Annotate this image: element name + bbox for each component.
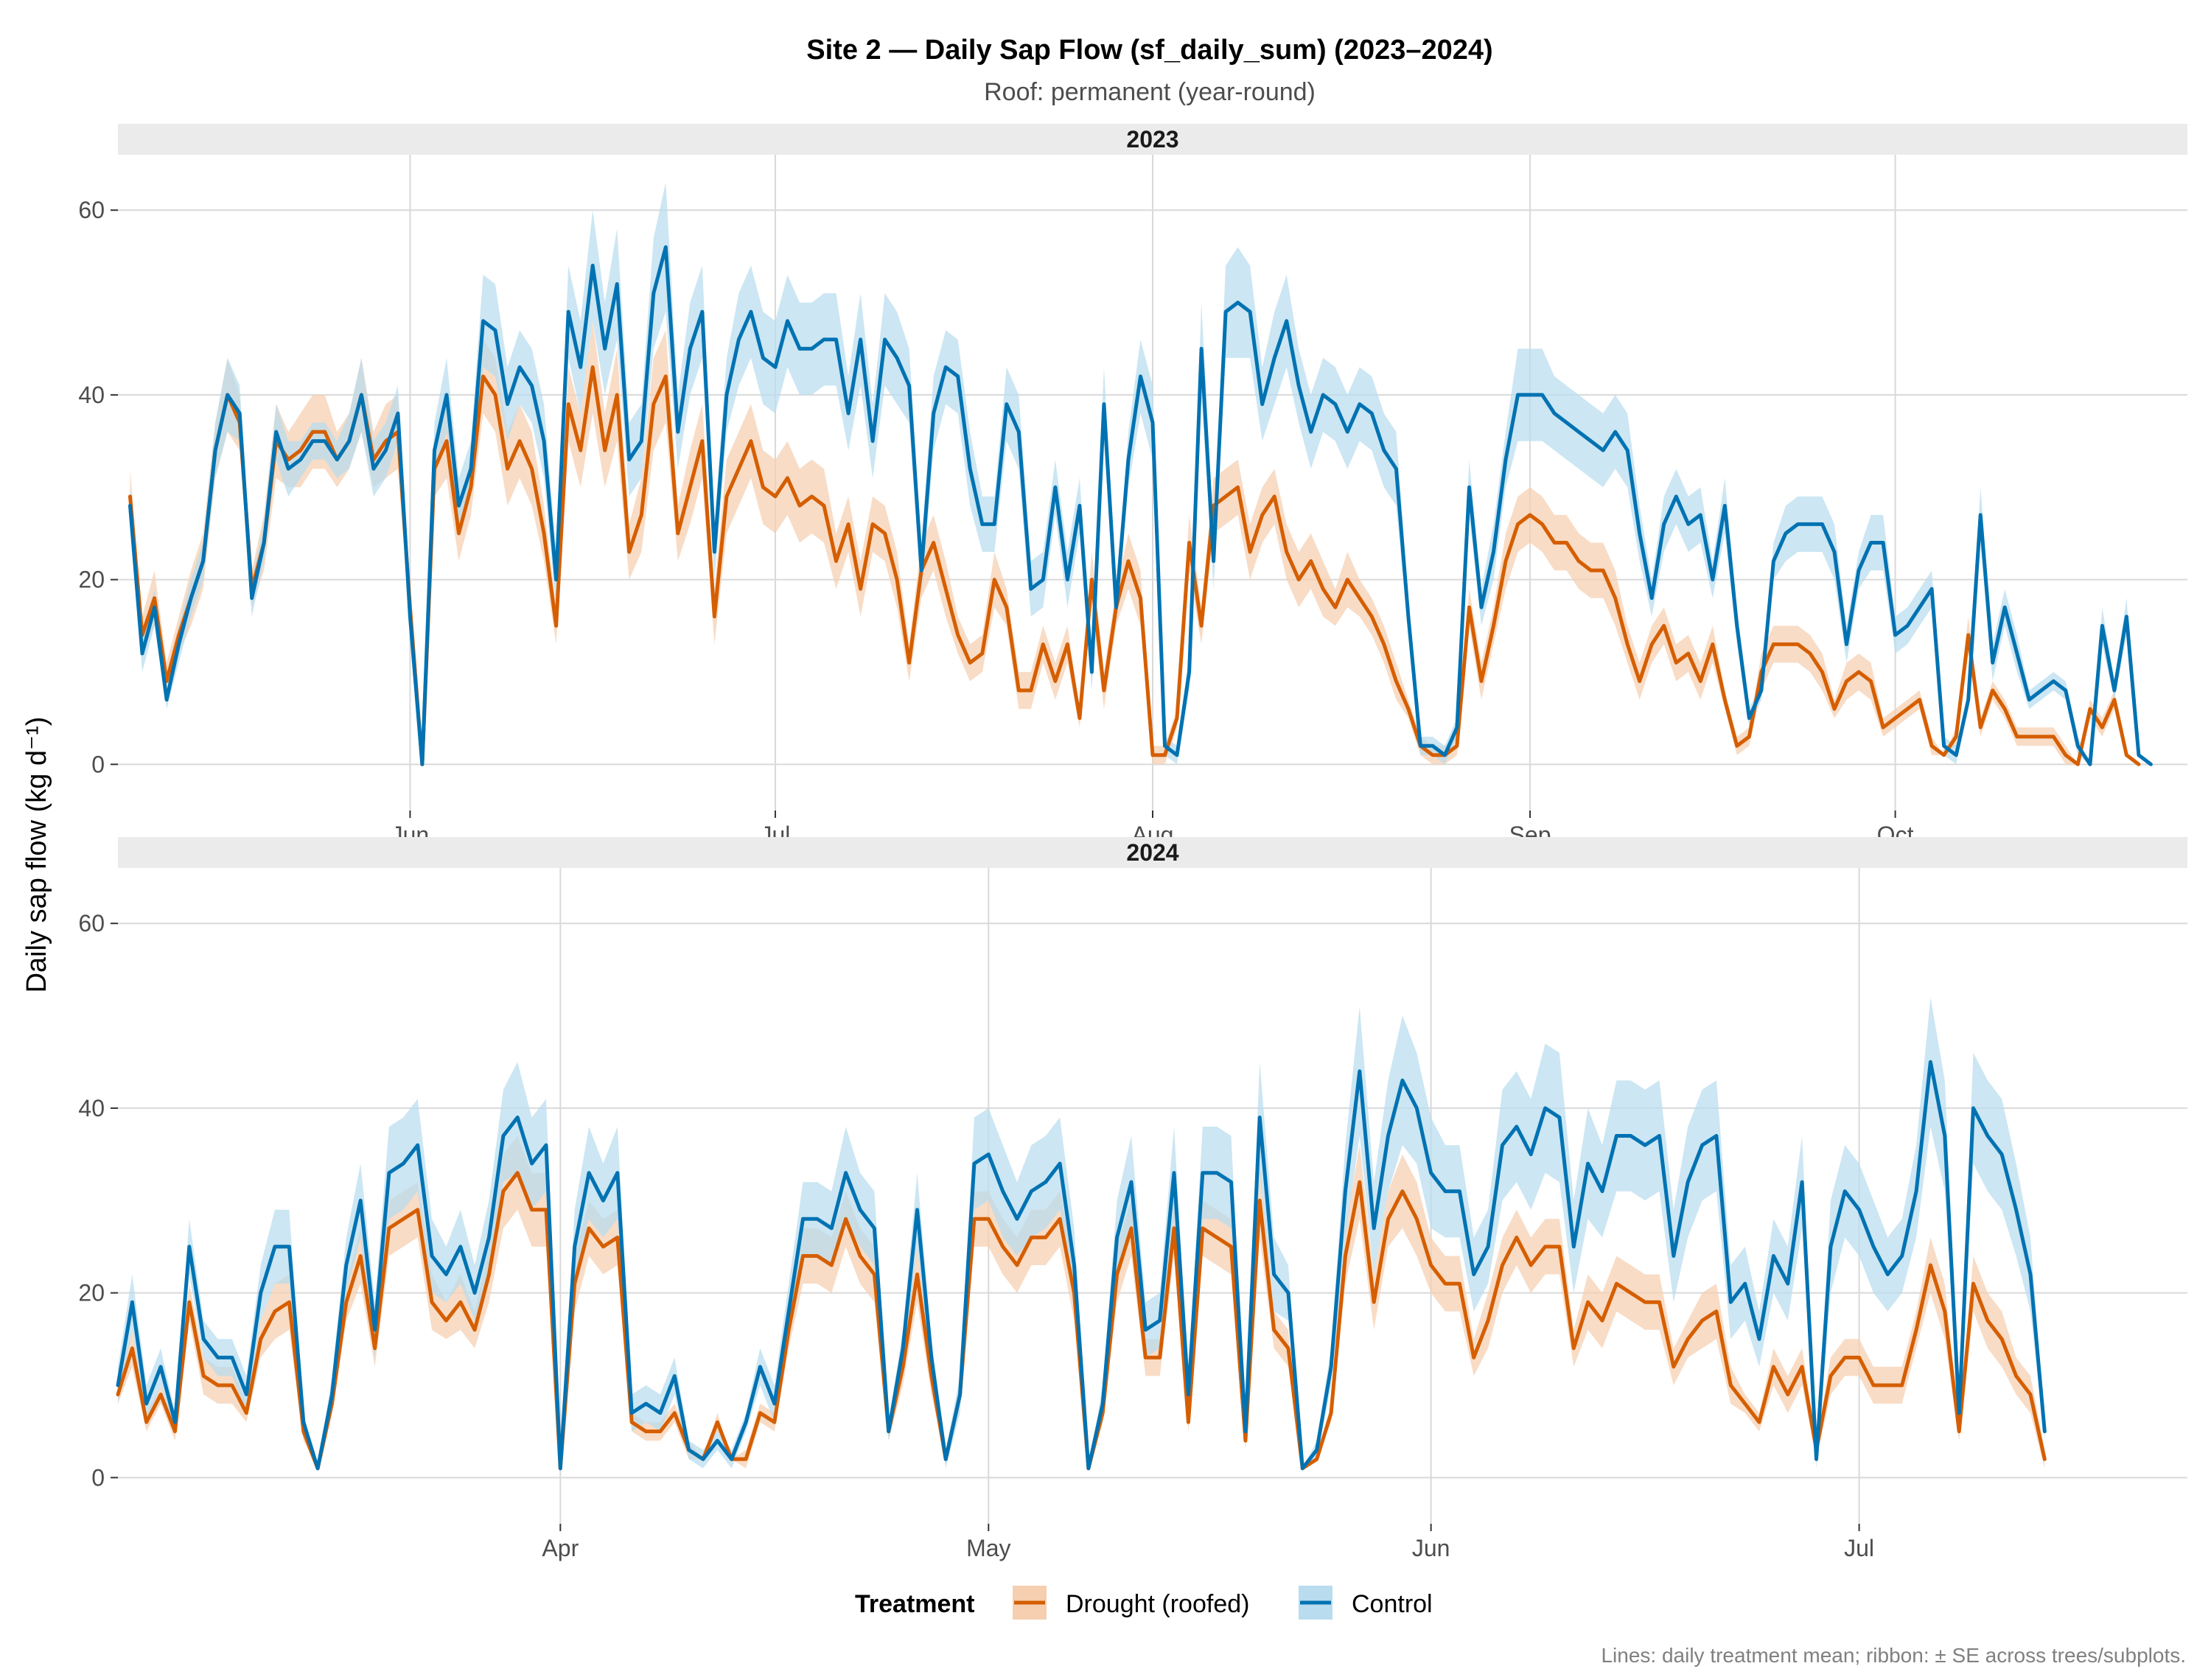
panel-strip-2023 xyxy=(118,124,2187,155)
legend-label-drought: Drought (roofed) xyxy=(1066,1590,1249,1618)
y-tick-label: 0 xyxy=(91,751,105,777)
panel-strip-2024 xyxy=(118,837,2187,868)
legend: Treatment Drought (roofed) Control xyxy=(855,1586,1433,1620)
drought-se-ribbon-2023 xyxy=(130,321,2139,765)
legend-label-control: Control xyxy=(1352,1590,1433,1618)
y-axis-title: Daily sap flow (kg d⁻¹) xyxy=(21,717,52,993)
control-mean-line-2023 xyxy=(128,245,2153,766)
chart-caption: Lines: daily treatment mean; ribbon: ± S… xyxy=(1601,1644,2186,1667)
y-tick-label: 40 xyxy=(78,1095,105,1121)
x-tick-label: Jun xyxy=(1412,1535,1450,1561)
y-tick-label: 20 xyxy=(78,1280,105,1306)
x-tick-label: May xyxy=(966,1535,1010,1561)
y-tick-label: 20 xyxy=(78,567,105,593)
y-tick-label: 0 xyxy=(91,1464,105,1491)
control-se-ribbon-2024 xyxy=(118,997,2045,1478)
y-tick-label: 40 xyxy=(78,382,105,408)
panel-strip-label-2024: 2024 xyxy=(1126,839,1178,866)
y-tick-label: 60 xyxy=(78,910,105,937)
chart-subtitle: Roof: permanent (year-round) xyxy=(984,78,1316,106)
x-tick-label: Apr xyxy=(542,1535,579,1561)
legend-title: Treatment xyxy=(855,1590,975,1618)
panel-strip-label-2023: 2023 xyxy=(1126,126,1178,153)
control-mean-line-2024 xyxy=(116,1060,2047,1471)
x-tick-label: Jul xyxy=(1844,1535,1874,1561)
drought-mean-line-2023 xyxy=(128,365,2141,766)
y-tick-label: 60 xyxy=(78,197,105,223)
chart-title: Site 2 — Daily Sap Flow (sf_daily_sum) (… xyxy=(806,35,1492,66)
